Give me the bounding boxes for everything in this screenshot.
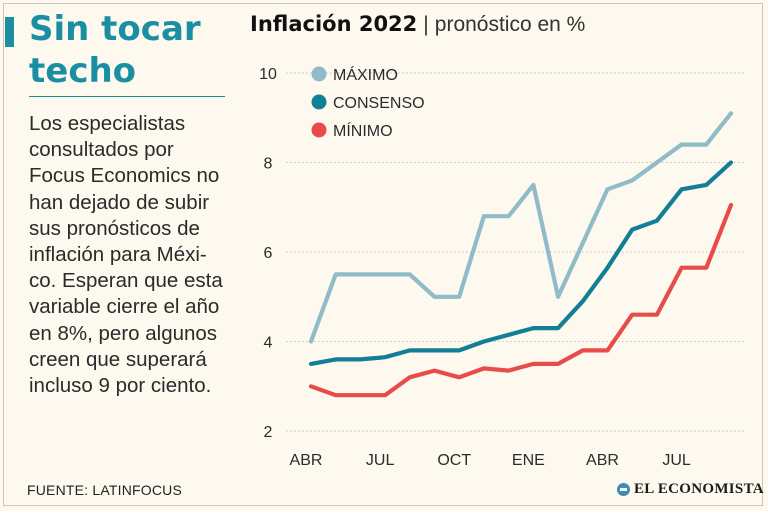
body-text: Los especialistas consultados por Focus … [29, 111, 234, 399]
legend-marker-minimo [311, 122, 327, 138]
y-tick-label: 2 [264, 424, 273, 441]
y-tick-label: 4 [264, 335, 273, 352]
series-line-consenso [308, 160, 734, 366]
headline-rule [29, 96, 225, 97]
y-tick-label: 8 [264, 156, 273, 173]
publisher-name: EL ECONOMISTA [634, 481, 764, 497]
body-line: han dejado de subir [29, 190, 210, 214]
body-line: co. Esperan que esta [29, 269, 223, 293]
headline: Sin tocar techo [29, 8, 201, 92]
legend-label-consenso: CONSENSO [333, 95, 425, 112]
x-tick-label: JUL [662, 452, 691, 469]
legend-marker-consenso [311, 94, 327, 110]
body-line: inflación para Méxi- [29, 243, 207, 267]
y-tick-label: 10 [259, 66, 277, 83]
body-line: consultados por [29, 138, 174, 162]
body-line: sus pronósticos de [29, 216, 200, 240]
body-line: Focus Economics no [29, 164, 220, 188]
series-line-maximo [308, 111, 734, 344]
x-tick-label: OCT [437, 452, 471, 469]
x-tick-label: JUL [366, 452, 395, 469]
headline-line-2: techo [29, 51, 137, 91]
body-line: en 8%, pero algunos [29, 321, 218, 345]
x-tick-label: ABR [290, 452, 323, 469]
legend-marker-maximo [311, 66, 327, 82]
body-line: creen que superará [29, 347, 207, 371]
source-note: FUENTE: LATINFOCUS [27, 482, 183, 498]
series-line-minimo [308, 202, 734, 398]
chart-title: Inflación 2022 | pronóstico en % [250, 12, 585, 37]
x-tick-label: ENE [512, 452, 545, 469]
legend-label-minimo: MÍNIMO [333, 121, 393, 140]
el-economista-logo-icon [617, 483, 630, 496]
body-line: Los especialistas [29, 112, 186, 135]
accent-bar [5, 17, 14, 47]
chart-subtitle: pronóstico en % [434, 13, 586, 36]
publisher-logo: EL ECONOMISTA [617, 481, 764, 498]
x-tick-label: ABR [586, 452, 619, 469]
body-line: incluso 9 por ciento. [29, 374, 212, 398]
legend-label-maximo: MÁXIMO [333, 65, 398, 84]
chart-title-separator: | [423, 13, 429, 36]
infographic-frame [3, 3, 763, 506]
headline-line-1: Sin tocar [29, 9, 201, 49]
chart-title-main: Inflación 2022 [250, 12, 418, 36]
body-line: variable cierre el año [29, 295, 220, 319]
y-tick-label: 6 [264, 245, 273, 262]
